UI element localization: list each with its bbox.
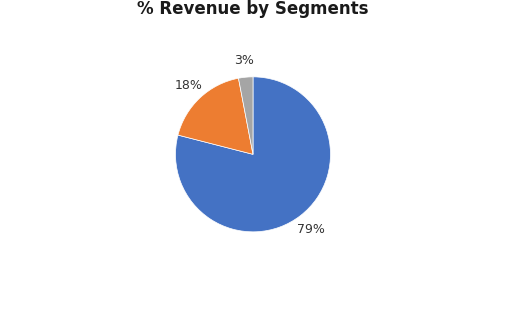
Legend: Shake and Other Beverages, Powders, Nutrition Bars: Shake and Other Beverages, Powders, Nutr…: [69, 312, 436, 315]
Text: 79%: 79%: [296, 223, 324, 236]
Text: 18%: 18%: [174, 79, 202, 92]
Wedge shape: [238, 77, 252, 154]
Wedge shape: [175, 77, 330, 232]
Text: 3%: 3%: [234, 54, 254, 67]
Wedge shape: [178, 78, 252, 154]
Title: % Revenue by Segments: % Revenue by Segments: [137, 0, 368, 18]
